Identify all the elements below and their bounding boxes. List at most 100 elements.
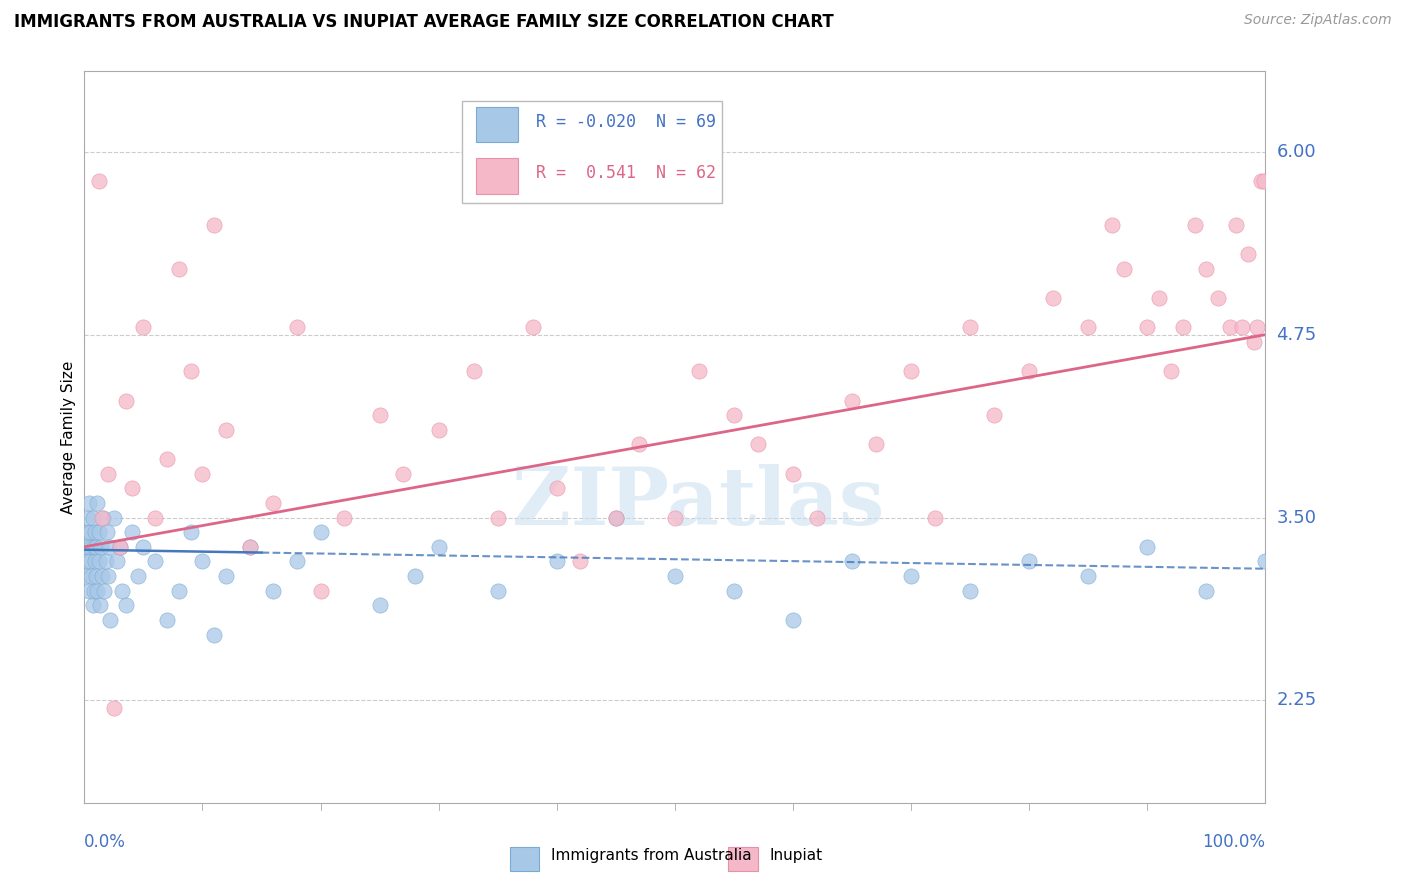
Point (1101, 218, 1123, 232)
Point (91, 510, 114, 524)
Point (1246, 320, 1268, 334)
Point (1077, 569, 1099, 583)
Point (782, 613, 804, 627)
Point (111, 583, 134, 598)
Point (1253, 174, 1275, 188)
Point (107, 554, 129, 568)
Point (91, 569, 114, 583)
Point (77, 510, 100, 524)
Point (86, 583, 108, 598)
Point (77, 583, 100, 598)
FancyBboxPatch shape (463, 101, 723, 203)
Point (427, 423, 450, 437)
Point (191, 554, 214, 568)
Point (121, 525, 143, 540)
Point (82, 510, 104, 524)
Point (368, 599, 391, 613)
Point (522, 320, 544, 334)
Point (103, 700, 125, 714)
FancyBboxPatch shape (728, 847, 758, 871)
Point (97, 569, 120, 583)
FancyBboxPatch shape (477, 107, 517, 143)
Point (1160, 364, 1182, 378)
Point (84, 569, 107, 583)
Point (309, 525, 332, 540)
Point (262, 496, 284, 510)
Point (285, 554, 308, 568)
Point (239, 540, 262, 554)
Text: 4.75: 4.75 (1277, 326, 1317, 343)
Point (143, 554, 166, 568)
Point (167, 583, 190, 598)
Point (87, 554, 110, 568)
Point (628, 437, 651, 451)
Point (1195, 583, 1218, 598)
Point (688, 364, 710, 378)
Point (309, 583, 332, 598)
Point (96, 525, 118, 540)
Point (664, 569, 686, 583)
Point (392, 467, 415, 481)
FancyBboxPatch shape (509, 847, 538, 871)
Text: 3.50: 3.50 (1277, 508, 1316, 526)
Point (333, 510, 356, 524)
Point (865, 437, 887, 451)
Point (924, 510, 946, 524)
Text: 100.0%: 100.0% (1202, 833, 1265, 851)
Point (80, 540, 103, 554)
Point (983, 408, 1005, 422)
Point (1171, 320, 1194, 334)
Point (98, 613, 121, 627)
Point (93, 583, 115, 598)
Point (76, 525, 98, 540)
Point (156, 613, 179, 627)
Point (90, 540, 112, 554)
Point (89, 599, 111, 613)
Point (86, 496, 108, 510)
Text: Source: ZipAtlas.com: Source: ZipAtlas.com (1244, 13, 1392, 28)
Text: Immigrants from Australia: Immigrants from Australia (551, 848, 751, 863)
Text: 0.0%: 0.0% (84, 833, 127, 851)
Point (76, 554, 98, 568)
Point (1042, 291, 1064, 305)
Point (1136, 320, 1159, 334)
Point (546, 554, 568, 568)
Point (132, 540, 155, 554)
Text: Inupiat: Inupiat (769, 848, 823, 863)
Point (486, 583, 509, 598)
Point (80, 569, 103, 583)
Point (959, 583, 981, 598)
Point (114, 599, 136, 613)
Point (191, 467, 214, 481)
Point (1018, 554, 1040, 568)
Point (132, 320, 155, 334)
Point (79, 525, 101, 540)
Point (900, 569, 922, 583)
Point (215, 569, 238, 583)
Point (1184, 218, 1206, 232)
Point (77, 496, 100, 510)
Point (83, 583, 105, 598)
Point (84, 525, 107, 540)
Point (114, 393, 136, 408)
Point (121, 481, 143, 495)
Text: IMMIGRANTS FROM AUSTRALIA VS INUPIAT AVERAGE FAMILY SIZE CORRELATION CHART: IMMIGRANTS FROM AUSTRALIA VS INUPIAT AVE… (14, 13, 834, 31)
Point (900, 364, 922, 378)
FancyBboxPatch shape (477, 158, 517, 194)
Point (1225, 218, 1247, 232)
Point (1136, 540, 1159, 554)
Point (82, 599, 104, 613)
Point (463, 364, 485, 378)
Point (1219, 320, 1241, 334)
Point (103, 510, 125, 524)
Point (1243, 334, 1265, 349)
Point (239, 540, 262, 554)
Point (180, 364, 202, 378)
Point (262, 583, 284, 598)
Point (1112, 261, 1135, 276)
Point (202, 627, 225, 641)
Point (723, 408, 745, 422)
Text: ZIPatlas: ZIPatlas (512, 464, 884, 542)
Point (1236, 247, 1258, 261)
Y-axis label: Average Family Size: Average Family Size (60, 360, 76, 514)
